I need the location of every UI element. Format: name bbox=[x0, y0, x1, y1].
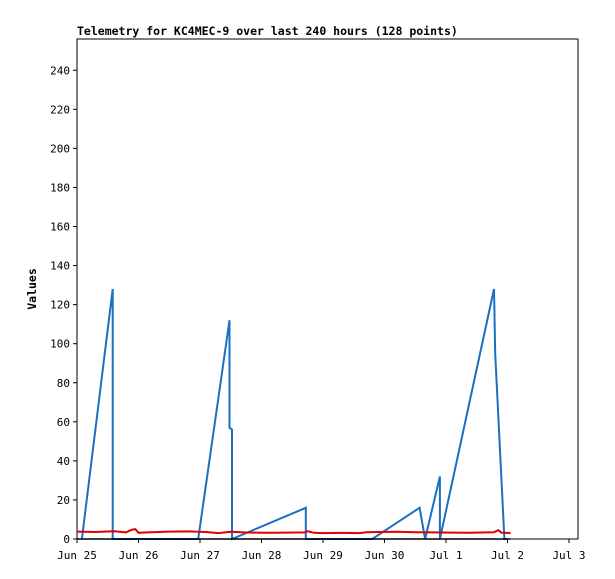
chart-title: Telemetry for KC4MEC-9 over last 240 hou… bbox=[77, 24, 458, 38]
y-axis: 0 20 40 60 80 100 120 140 160 180 200 220 240 bbox=[50, 64, 77, 546]
y-axis-label: Values bbox=[25, 268, 39, 310]
y-tick-label: 0 bbox=[63, 533, 70, 546]
y-tick-label: 100 bbox=[50, 338, 70, 351]
y-tick-label: 160 bbox=[50, 221, 70, 234]
x-tick-label: Jun 30 bbox=[365, 549, 405, 562]
x-axis: Jun 25 Jun 26 Jun 27 Jun 28 Jun 29 Jun 30 Jul … bbox=[57, 539, 586, 562]
y-tick-label: 140 bbox=[50, 260, 70, 273]
x-tick-label: Jun 26 bbox=[119, 549, 159, 562]
x-tick-label: Jul 2 bbox=[491, 549, 524, 562]
plot-frame bbox=[76, 38, 579, 540]
y-tick-label: 60 bbox=[57, 416, 70, 429]
series-layer bbox=[76, 288, 511, 541]
x-tick-label: Jul 3 bbox=[552, 549, 585, 562]
y-tick-label: 40 bbox=[57, 455, 70, 468]
y-tick-label: 20 bbox=[57, 494, 70, 507]
series-line-2 bbox=[76, 528, 511, 535]
y-tick-label: 220 bbox=[50, 103, 70, 116]
x-tick-label: Jun 28 bbox=[242, 549, 282, 562]
series-line-1 bbox=[80, 288, 508, 541]
x-tick-label: Jun 29 bbox=[303, 549, 343, 562]
y-tick-label: 240 bbox=[50, 64, 70, 77]
x-tick-label: Jun 25 bbox=[57, 549, 97, 562]
x-tick-label: Jul 1 bbox=[429, 549, 462, 562]
y-tick-label: 200 bbox=[50, 142, 70, 155]
x-tick-label: Jun 27 bbox=[180, 549, 220, 562]
y-tick-label: 180 bbox=[50, 181, 70, 194]
y-tick-label: 80 bbox=[57, 377, 70, 390]
y-tick-label: 120 bbox=[50, 299, 70, 312]
